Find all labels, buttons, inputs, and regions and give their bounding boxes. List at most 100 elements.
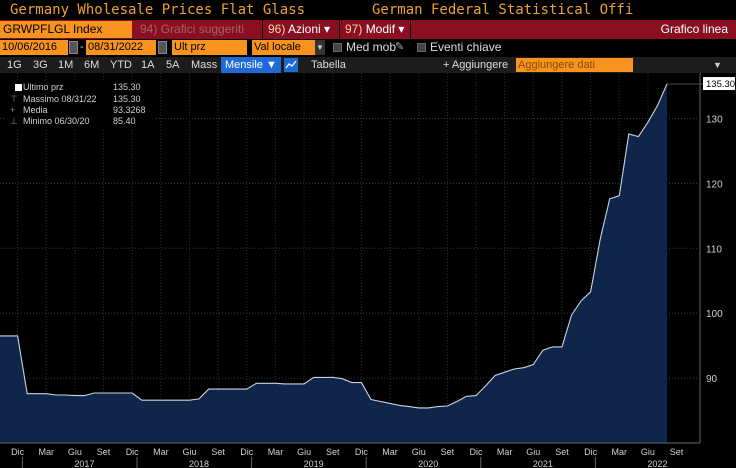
y-tick-label: 120 bbox=[706, 179, 723, 190]
chevron-down-icon[interactable]: ▼ bbox=[315, 40, 325, 55]
add-button[interactable]: + Aggiungere bbox=[443, 59, 509, 71]
modify-button[interactable]: 97) Modif ▾ bbox=[342, 21, 404, 38]
tree-connector-icon: ⊤ bbox=[10, 94, 18, 104]
y-axis: 90 100 110 120 130 135.30 bbox=[699, 73, 735, 443]
calendar-icon[interactable] bbox=[69, 41, 78, 54]
modify-num: 97) bbox=[345, 22, 363, 36]
separator bbox=[410, 20, 411, 39]
legend-min-label: Minimo 06/30/20 bbox=[23, 116, 90, 126]
x-tick-label: Mar bbox=[497, 447, 513, 457]
key-events-checkbox[interactable] bbox=[417, 43, 426, 52]
legend-mean-label: Media bbox=[23, 105, 48, 115]
y-tick-label: 100 bbox=[706, 309, 723, 320]
settings-icon[interactable]: ▼ bbox=[713, 60, 722, 70]
x-tick-label: Dic bbox=[584, 447, 597, 457]
suggested-charts-num: 94) bbox=[140, 22, 158, 36]
last-price-label: 135.30 bbox=[703, 77, 735, 91]
range-max[interactable]: Mass bbox=[191, 59, 218, 71]
frequency-select[interactable]: Mensile ▼ bbox=[221, 57, 281, 73]
x-tick-label: Set bbox=[670, 447, 684, 457]
data-source: German Federal Statistical Offi bbox=[372, 2, 634, 18]
chart-area[interactable]: 90 100 110 120 130 135.30 Dic Mar Giu Set Dic Mar G… bbox=[0, 73, 736, 468]
legend-max-label: Massimo 08/31/22 bbox=[23, 94, 97, 104]
price-area-fill bbox=[0, 84, 667, 443]
x-tick-label: Mar bbox=[382, 447, 398, 457]
x-year-label: 2022 bbox=[647, 459, 667, 468]
legend-min-value: 85.40 bbox=[113, 116, 136, 126]
x-tick-label: Mar bbox=[39, 447, 55, 457]
x-year-label: 2020 bbox=[418, 459, 438, 468]
legend-min-row: ⊥ Minimo 06/30/20 85.40 bbox=[4, 116, 154, 127]
x-tick-label: Mar bbox=[268, 447, 284, 457]
range-5y[interactable]: 5A bbox=[166, 59, 180, 71]
add-data-input[interactable]: Aggiungere dati bbox=[516, 58, 633, 72]
range-1y[interactable]: 1A bbox=[141, 59, 155, 71]
date-separator: - bbox=[80, 41, 84, 53]
x-axis: Dic Mar Giu Set Dic Mar Giu Set Dic Mar Giu Set Dic M… bbox=[0, 442, 700, 468]
chart-type-label[interactable]: Grafico linea bbox=[660, 22, 728, 36]
legend-box[interactable]: Ultimo prz 135.30 ⊤ Massimo 08/31/22 135… bbox=[4, 82, 154, 130]
line-chart-icon-glyph bbox=[285, 60, 297, 69]
legend-max-value: 135.30 bbox=[113, 94, 141, 104]
last-price-value: 135.30 bbox=[706, 79, 735, 90]
x-tick-label: Dic bbox=[470, 447, 483, 457]
key-events-label: Eventi chiave bbox=[430, 40, 502, 54]
pencil-icon[interactable]: ✎ bbox=[395, 41, 405, 53]
end-date-input[interactable]: 08/31/2022 bbox=[86, 40, 156, 55]
x-tick-label: Set bbox=[441, 447, 455, 457]
price-line[interactable] bbox=[0, 83, 668, 409]
actions-label: Azioni ▾ bbox=[288, 22, 331, 36]
x-tick-label: Mar bbox=[612, 447, 628, 457]
x-year-label: 2018 bbox=[189, 459, 209, 468]
title-bar: Germany Wholesale Prices Flat Glass Germ… bbox=[0, 0, 736, 20]
range-3d[interactable]: 3G bbox=[33, 59, 48, 71]
price-chart[interactable]: 90 100 110 120 130 135.30 Dic Mar Giu Set Dic Mar G… bbox=[0, 73, 736, 468]
price-field-select[interactable]: Ult prz bbox=[172, 40, 247, 55]
x-tick-label: Dic bbox=[240, 447, 253, 457]
x-tick-label: Dic bbox=[126, 447, 139, 457]
x-year-label: 2021 bbox=[533, 459, 553, 468]
x-tick-label: Giu bbox=[641, 447, 655, 457]
moving-average-label: Med mob bbox=[346, 40, 397, 54]
ticker-field[interactable]: GRWPFLGL Index bbox=[0, 21, 132, 38]
x-tick-label: Dic bbox=[11, 447, 24, 457]
suggested-charts-button[interactable]: 94) Grafici suggeriti bbox=[137, 21, 244, 38]
series-color-swatch bbox=[15, 84, 22, 91]
legend-last-row: Ultimo prz 135.30 bbox=[4, 82, 154, 93]
moving-average-checkbox[interactable] bbox=[333, 43, 342, 52]
x-tick-label: Set bbox=[555, 447, 569, 457]
currency-select[interactable]: Val locale bbox=[252, 40, 315, 55]
x-tick-label: Giu bbox=[68, 447, 82, 457]
table-button[interactable]: Tabella bbox=[311, 59, 346, 71]
date-bar: 10/06/2016 - 08/31/2022 Ult prz Val loca… bbox=[0, 39, 736, 57]
security-title: Germany Wholesale Prices Flat Glass bbox=[10, 2, 306, 18]
range-1d[interactable]: 1G bbox=[7, 59, 22, 71]
range-ytd[interactable]: YTD bbox=[110, 59, 132, 71]
calendar-icon[interactable] bbox=[158, 41, 167, 54]
x-tick-label: Dic bbox=[355, 447, 368, 457]
last-price-box bbox=[703, 77, 735, 91]
x-tick-label: Giu bbox=[182, 447, 196, 457]
x-tick-label: Set bbox=[326, 447, 340, 457]
legend-last-value: 135.30 bbox=[113, 82, 141, 92]
legend-mean-value: 93.3268 bbox=[113, 105, 146, 115]
tree-connector-icon: ⊥ bbox=[10, 116, 18, 126]
x-tick-label: Set bbox=[97, 447, 111, 457]
x-year-label: 2017 bbox=[74, 459, 94, 468]
command-bar: GRWPFLGL Index 94) Grafici suggeriti 96)… bbox=[0, 20, 736, 39]
legend-max-row: ⊤ Massimo 08/31/22 135.30 bbox=[4, 94, 154, 105]
suggested-charts-label: Grafici suggeriti bbox=[160, 22, 245, 36]
y-tick-label: 90 bbox=[706, 374, 718, 385]
range-1m[interactable]: 1M bbox=[58, 59, 74, 71]
range-6m[interactable]: 6M bbox=[84, 59, 100, 71]
line-chart-icon[interactable] bbox=[284, 58, 298, 72]
y-tick-label: 110 bbox=[706, 244, 722, 255]
actions-button[interactable]: 96) Azioni ▾ bbox=[265, 21, 330, 38]
start-date-input[interactable]: 10/06/2016 bbox=[0, 40, 68, 55]
actions-num: 96) bbox=[268, 22, 286, 36]
x-tick-label: Giu bbox=[412, 447, 426, 457]
tree-connector-icon: + bbox=[10, 105, 16, 115]
modify-label: Modif ▾ bbox=[365, 22, 405, 36]
x-year-label: 2019 bbox=[304, 459, 324, 468]
x-tick-label: Mar bbox=[153, 447, 169, 457]
